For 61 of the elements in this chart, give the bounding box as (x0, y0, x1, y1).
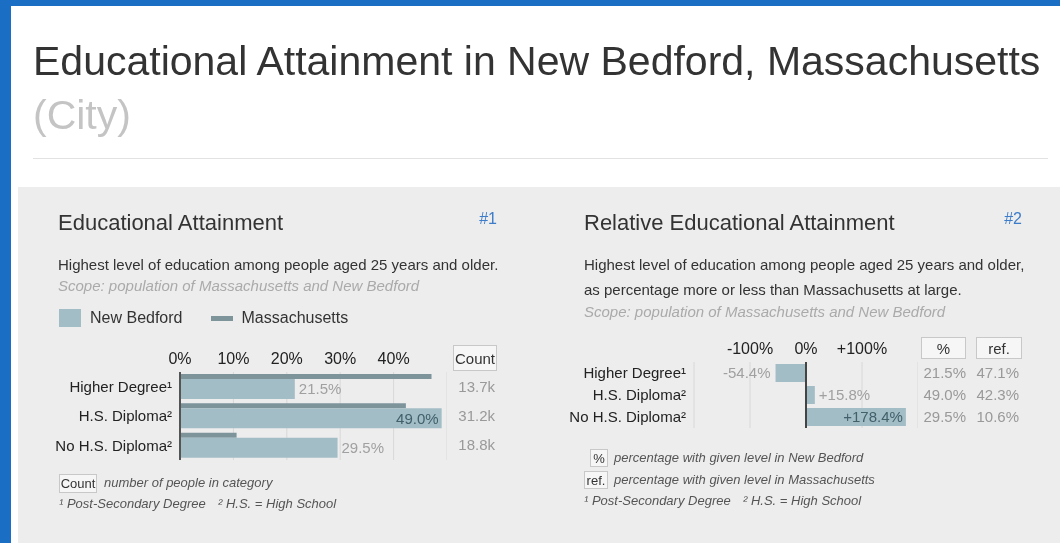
x-tick-label: -100% (726, 340, 774, 357)
chart-title: Educational Attainment (58, 210, 284, 235)
y-tick-label: H.S. Diploma² (592, 386, 686, 404)
legend-label: New Bedford (90, 309, 183, 327)
chart-title: Relative Educational Attainment (584, 210, 895, 235)
x-tick-label: 0% (168, 350, 192, 367)
text: ² H.S. = High School (743, 493, 862, 508)
text: 31.2k (458, 407, 495, 424)
chart-subtitle: Highest level of education among people aged 25 years and older. (58, 256, 499, 273)
y-tick-label: No H.S. Diploma² (569, 408, 686, 426)
text: Educational Attainment in New Bedford, Massachusetts (33, 38, 1041, 84)
x-tick-label: 10% (217, 350, 250, 367)
text: 18.8k (458, 436, 495, 454)
data-label: 29.5% (341, 438, 385, 456)
text: number of people in category (104, 475, 273, 490)
bar (180, 432, 237, 438)
text: Count (454, 349, 496, 367)
bar (180, 437, 338, 458)
y-tick-label: Higher Degree¹ (69, 377, 172, 395)
text: 29.5% (923, 408, 966, 425)
bar (775, 364, 806, 382)
text: Scope: population of Massachusetts and New Bedford (58, 277, 420, 294)
data-label: 21.5% (298, 380, 342, 398)
text: percentage with given level in Massachusetts (614, 472, 875, 487)
text: 49.0% (923, 386, 966, 403)
text: 47.1% (976, 364, 1019, 381)
text: Scope: population of Massachusetts and New Bedford (584, 303, 946, 320)
text: ¹ Post-Secondary Degree (584, 493, 731, 508)
text: (City) (33, 92, 131, 138)
text: percentage with given level in New Bedford (614, 450, 864, 465)
y-tick-label: H.S. Diploma² (78, 407, 172, 425)
text: % (593, 450, 605, 466)
bar (180, 403, 406, 409)
x-tick-label: 30% (324, 350, 357, 367)
y-tick-label: Higher Degree¹ (583, 364, 686, 382)
legend-label: Massachusetts (241, 309, 349, 327)
chart-subtitle: Highest level of education among people aged 25 years and older, as percentage more or less than Massachusetts at large. (584, 256, 1025, 298)
x-tick-label: 20% (270, 350, 303, 367)
text: ¹ Post-Secondary Degree (59, 496, 206, 511)
data-label: -54.4% (723, 364, 771, 382)
bar (180, 374, 432, 379)
text: ref. (586, 472, 606, 488)
bar (180, 379, 295, 399)
data-label: +15.8% (818, 386, 871, 404)
text: ² H.S. = High School (218, 496, 337, 511)
text: 21.5% (923, 364, 966, 381)
text: ref. (988, 339, 1010, 357)
y-tick-label: No H.S. Diploma² (55, 436, 172, 454)
bar (180, 408, 442, 429)
text: 13.7k (458, 377, 495, 395)
x-tick-label: +100% (836, 340, 888, 357)
x-tick-label: 40% (377, 350, 410, 367)
text: 42.3% (976, 386, 1019, 403)
text: % (936, 339, 951, 357)
data-label: 49.0% (396, 409, 439, 427)
text: Count (60, 476, 96, 491)
text: #2 (1004, 210, 1022, 227)
data-label: +178.4% (843, 408, 903, 426)
x-tick-label: 0% (794, 340, 818, 357)
text: 10.6% (976, 408, 1019, 425)
text: #1 (479, 210, 497, 227)
